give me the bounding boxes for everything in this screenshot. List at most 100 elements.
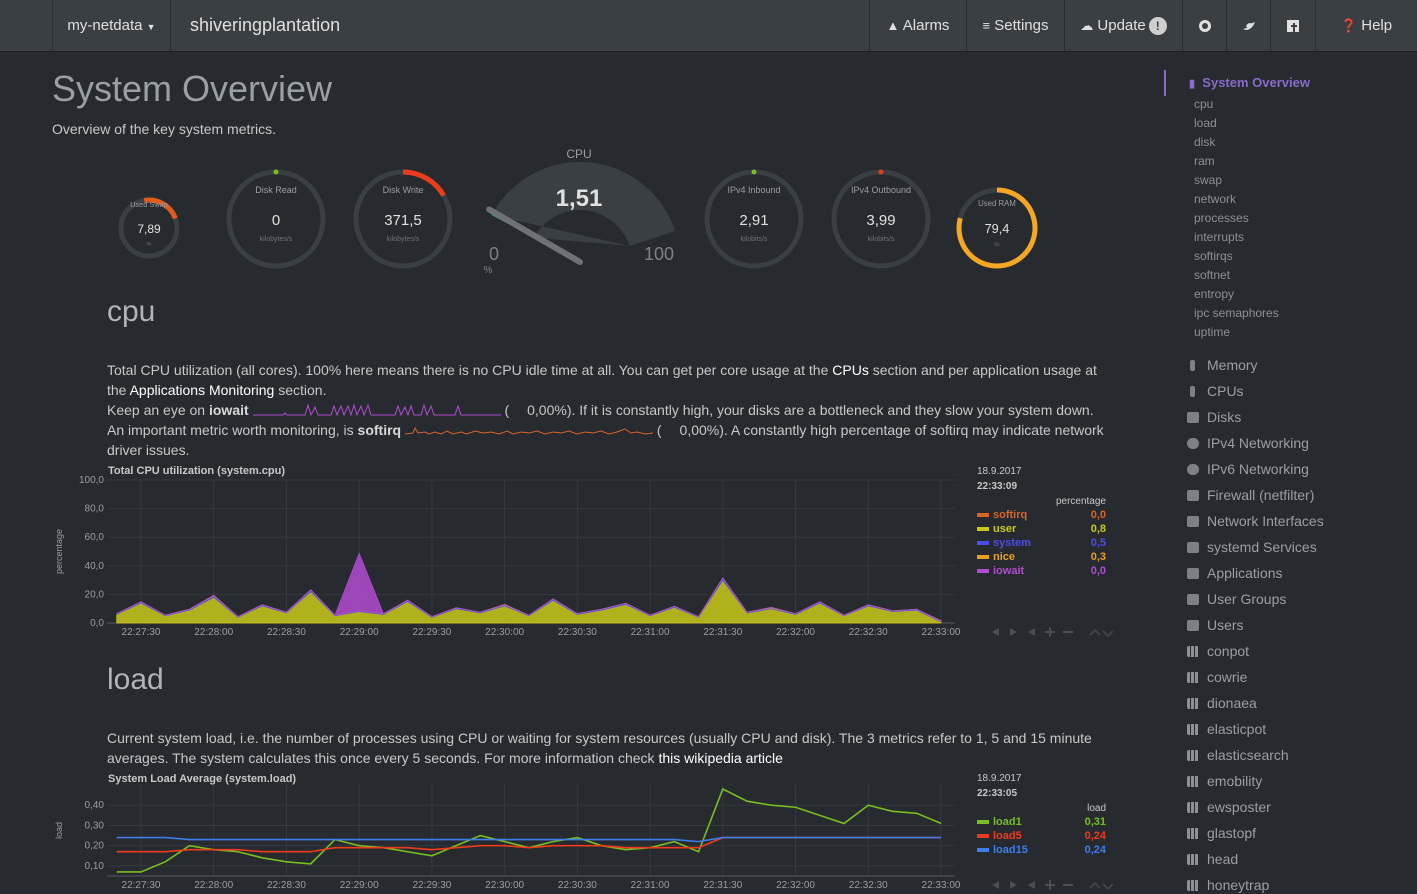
y-tick-label: 80,0: [85, 504, 105, 515]
text: Total CPU utilization (all cores). 100% …: [107, 362, 833, 378]
sidebar-icon: [1187, 412, 1199, 423]
gauge-indicator: [878, 169, 884, 175]
sidebar-item[interactable]: systemd Services: [1207, 539, 1317, 555]
github-icon: [1198, 20, 1211, 33]
sidebar-active-label[interactable]: System Overview: [1202, 75, 1310, 90]
twitter-button[interactable]: [1226, 0, 1270, 51]
sidebar-subitem[interactable]: ram: [1194, 154, 1215, 168]
chart-zoom-button[interactable]: [1045, 627, 1073, 637]
x-tick-label: 22:28:30: [267, 880, 306, 891]
sidebar-item[interactable]: emobility: [1207, 773, 1263, 789]
gauge-title: Used RAM: [978, 199, 1016, 208]
brand[interactable]: my-netdata: [67, 17, 143, 34]
update-button[interactable]: ☁ Update!: [1064, 0, 1182, 51]
sidebar-icon: [1187, 542, 1199, 553]
link[interactable]: Applications Monitoring: [129, 382, 275, 398]
sidebar-item[interactable]: honeytrap: [1207, 877, 1270, 893]
sidebar-icon: [1187, 464, 1199, 475]
sidebar-item[interactable]: Firewall (netfilter): [1207, 487, 1315, 503]
sidebar-icon: [1187, 594, 1199, 605]
sidebar-subitem[interactable]: entropy: [1194, 287, 1235, 301]
sidebar-subitem[interactable]: softnet: [1194, 268, 1231, 282]
sidebar-subitem[interactable]: load: [1194, 116, 1217, 130]
nav-label[interactable]: Update: [1097, 17, 1146, 34]
sidebar-icon: [1187, 672, 1199, 683]
page-title: System Overview: [52, 68, 333, 109]
sidebar-item[interactable]: IPv4 Networking: [1207, 435, 1309, 451]
line: [116, 787, 942, 873]
sidebar-subitem[interactable]: disk: [1194, 135, 1216, 149]
alarms-button[interactable]: ▲ Alarms: [869, 0, 966, 51]
help-button[interactable]: ❓ Help: [1315, 0, 1417, 51]
settings-button[interactable]: ≡ Settings: [966, 0, 1064, 51]
legend-value: 0,0: [1091, 565, 1106, 577]
chart-title: Total CPU utilization (system.cpu): [108, 465, 285, 477]
gauge-min: 0: [489, 244, 499, 264]
legend-value: 0,24: [1085, 844, 1107, 856]
link[interactable]: CPUs: [832, 362, 869, 378]
sidebar-subitem[interactable]: cpu: [1194, 97, 1214, 111]
y-tick-label: 100,0: [79, 475, 104, 486]
text: An important metric worth monitoring, is: [107, 422, 358, 438]
sidebar-subitem[interactable]: ipc semaphores: [1194, 306, 1279, 320]
nav-label[interactable]: Help: [1361, 17, 1393, 34]
sidebar-item[interactable]: User Groups: [1207, 591, 1287, 607]
sidebar-subitem[interactable]: uptime: [1194, 325, 1231, 339]
sidebar-item[interactable]: Users: [1207, 617, 1244, 633]
sidebar-item[interactable]: elasticsearch: [1207, 747, 1289, 763]
sidebar-subitem[interactable]: processes: [1194, 211, 1249, 225]
chart-resize-button[interactable]: [1089, 628, 1114, 638]
legend-value: 0,8: [1091, 523, 1106, 535]
sidebar-item[interactable]: Network Interfaces: [1207, 513, 1324, 529]
sparkline: [404, 426, 654, 435]
x-tick-label: 22:27:30: [122, 627, 161, 638]
paragraph: Total CPU utilization (all cores). 100% …: [107, 360, 1119, 400]
chart-nav-button[interactable]: [1028, 881, 1035, 889]
sidebar-icon: [1187, 698, 1199, 709]
sidebar-subitem[interactable]: network: [1194, 192, 1237, 206]
update-badge: !: [1148, 17, 1167, 35]
sidebar-item[interactable]: ewsposter: [1207, 799, 1271, 815]
sidebar-item[interactable]: elasticpot: [1207, 721, 1267, 737]
sidebar-item[interactable]: glastopf: [1207, 825, 1257, 841]
sidebar-item[interactable]: head: [1207, 851, 1239, 867]
sidebar-icon: [1187, 568, 1199, 579]
gauge-units: %: [146, 242, 151, 248]
legend-time: 22:33:05: [977, 788, 1017, 799]
sidebar-item[interactable]: IPv6 Networking: [1207, 461, 1309, 477]
chart-nav-button[interactable]: [992, 881, 999, 889]
sidebar-item[interactable]: Memory: [1207, 357, 1258, 373]
y-tick-label: 40,0: [85, 561, 105, 572]
chart-nav-button[interactable]: [1010, 881, 1017, 889]
facebook-button[interactable]: [1270, 0, 1315, 51]
github-button[interactable]: [1182, 0, 1226, 51]
sidebar-subitem[interactable]: interrupts: [1194, 230, 1245, 244]
chart-zoom-button[interactable]: [1045, 880, 1073, 890]
chart-nav-button[interactable]: [992, 628, 999, 636]
link[interactable]: this wikipedia article: [658, 750, 783, 766]
sidebar-subitem[interactable]: swap: [1194, 173, 1223, 187]
sidebar-item[interactable]: CPUs: [1207, 383, 1244, 399]
gauge-value: 3,99: [866, 212, 895, 229]
sidebar-item[interactable]: dionaea: [1207, 695, 1257, 711]
chart-nav-button[interactable]: [1010, 628, 1017, 636]
chart-resize-button[interactable]: [1089, 881, 1114, 891]
legend-value: 0,31: [1085, 816, 1106, 828]
text: ). If it is constantly high, your disks …: [566, 402, 1094, 418]
nav-label[interactable]: Alarms: [902, 17, 950, 34]
sidebar-active[interactable]: ▮ System Overview: [1189, 75, 1310, 90]
gauge-indicator: [273, 169, 279, 175]
nav-label[interactable]: Settings: [994, 17, 1049, 34]
brand-menu[interactable]: my-netdata ▼: [52, 0, 170, 51]
hostname[interactable]: shiveringplantation: [170, 0, 380, 51]
section-title: load: [107, 663, 164, 696]
x-tick-label: 22:32:30: [849, 880, 888, 891]
sidebar-item[interactable]: Disks: [1207, 409, 1242, 425]
sidebar-subitem[interactable]: softirqs: [1194, 249, 1233, 263]
y-tick-label: 0,20: [85, 841, 105, 852]
sidebar-item[interactable]: Applications: [1207, 565, 1283, 581]
sidebar-item[interactable]: conpot: [1207, 643, 1250, 659]
legend-value: 0,24: [1085, 830, 1107, 842]
sidebar-item[interactable]: cowrie: [1207, 669, 1248, 685]
chart-nav-button[interactable]: [1028, 628, 1035, 636]
